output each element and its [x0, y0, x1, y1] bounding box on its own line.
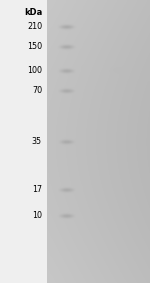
Text: 10: 10	[32, 211, 42, 220]
Text: kDa: kDa	[24, 8, 42, 18]
Text: 100: 100	[27, 66, 42, 75]
Text: 35: 35	[32, 137, 42, 146]
Text: 17: 17	[32, 185, 42, 194]
Text: 150: 150	[27, 42, 42, 51]
Text: 70: 70	[32, 86, 42, 95]
Text: 210: 210	[27, 22, 42, 31]
